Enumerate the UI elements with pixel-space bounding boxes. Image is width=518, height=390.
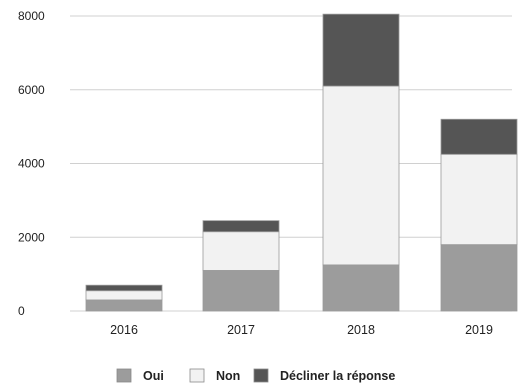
legend-item: Non bbox=[189, 368, 240, 383]
y-tick-label: 2000 bbox=[18, 230, 45, 244]
bar-segment-2016-d-cliner-la-r-ponse bbox=[85, 284, 163, 292]
bar-segment-2016-non bbox=[85, 290, 163, 301]
bar-segment-2017-d-cliner-la-r-ponse bbox=[202, 220, 280, 233]
legend: Oui Non Décliner la réponse bbox=[116, 368, 395, 383]
x-axis-categories: 2016 2017 2018 2019 bbox=[110, 323, 493, 337]
bar-segment-2019-non bbox=[440, 153, 518, 246]
legend-swatch bbox=[189, 368, 205, 383]
y-tick-label: 6000 bbox=[18, 83, 45, 97]
legend-label: Oui bbox=[143, 369, 164, 383]
legend-swatch bbox=[253, 368, 269, 383]
legend-label: Non bbox=[216, 369, 240, 383]
bar-segment-2018-d-cliner-la-r-ponse bbox=[322, 13, 400, 87]
x-category-label: 2016 bbox=[110, 323, 138, 337]
y-tick-label: 8000 bbox=[18, 9, 45, 23]
x-category-label: 2017 bbox=[227, 323, 255, 337]
bar-segment-2017-non bbox=[202, 231, 280, 271]
legend-label: Décliner la réponse bbox=[280, 369, 395, 383]
y-tick-label: 0 bbox=[18, 304, 25, 318]
bar-segment-2016-oui bbox=[85, 299, 163, 312]
x-category-label: 2018 bbox=[347, 323, 375, 337]
legend-item: Décliner la réponse bbox=[253, 368, 395, 383]
bar-segment-2019-d-cliner-la-r-ponse bbox=[440, 118, 518, 155]
x-category-label: 2019 bbox=[465, 323, 493, 337]
y-tick-label: 4000 bbox=[18, 157, 45, 171]
gridlines bbox=[70, 15, 512, 312]
legend-item: Oui bbox=[116, 368, 164, 383]
legend-swatch bbox=[116, 368, 132, 383]
bar-segment-2019-oui bbox=[440, 244, 518, 312]
bar-segment-2017-oui bbox=[202, 270, 280, 312]
bars bbox=[85, 13, 518, 312]
bar-segment-2018-oui bbox=[322, 264, 400, 312]
y-axis-ticks: 0 2000 4000 6000 8000 bbox=[18, 9, 45, 318]
bar-segment-2018-non bbox=[322, 85, 400, 266]
